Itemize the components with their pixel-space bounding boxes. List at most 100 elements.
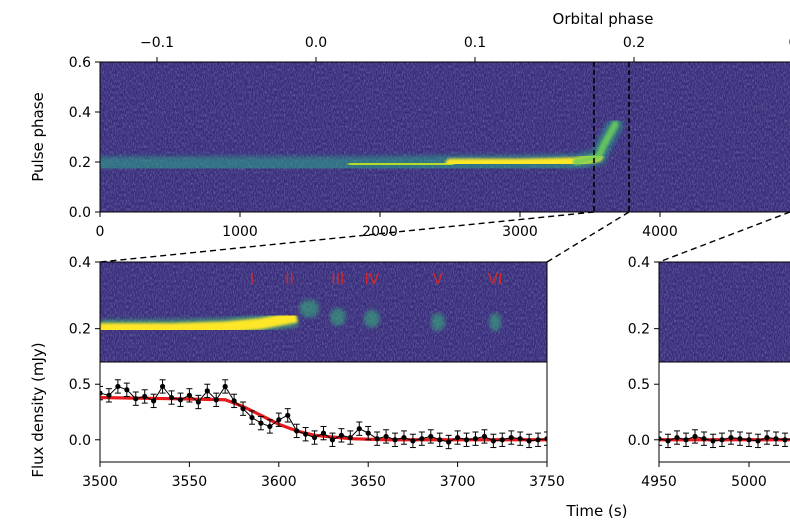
data-point bbox=[150, 393, 157, 409]
data-point bbox=[114, 379, 121, 394]
pulse-phase-label: Pulse phase bbox=[29, 92, 47, 182]
zoom-pulse-track bbox=[100, 299, 502, 338]
data-point bbox=[347, 430, 354, 445]
data-point bbox=[764, 430, 770, 445]
data-point bbox=[284, 408, 291, 423]
pulse-phase-heatmap: 010002000300040005 0.00.20.40.6 −0.10.00… bbox=[29, 10, 790, 240]
data-point bbox=[728, 430, 734, 445]
data-point bbox=[159, 379, 166, 394]
top-x-tick-label: 1000 bbox=[222, 224, 258, 240]
flux-data-points-right bbox=[659, 429, 790, 449]
data-point bbox=[275, 412, 282, 427]
data-point bbox=[674, 430, 680, 445]
data-point bbox=[132, 391, 139, 406]
top-x-tick-label: 0 bbox=[96, 224, 105, 240]
zoom-track-core bbox=[100, 311, 298, 335]
data-point bbox=[204, 383, 211, 399]
data-point bbox=[737, 431, 743, 446]
zoom-heatmap-right: 0.2 0.4 bbox=[628, 255, 790, 363]
top-y-tick-label: 0.4 bbox=[69, 105, 91, 121]
data-point bbox=[436, 432, 443, 447]
data-point bbox=[105, 388, 112, 403]
flux-panel-left: 3500 3550 3600 3650 3700 3750 0.0 0.5 Flux den… bbox=[29, 342, 628, 520]
data-point bbox=[454, 430, 461, 445]
pulse-track-tail bbox=[572, 121, 619, 166]
flux-x-tick-label: 4950 bbox=[641, 474, 677, 490]
data-point bbox=[746, 432, 752, 447]
data-point bbox=[257, 415, 264, 431]
data-point bbox=[782, 432, 788, 447]
zoom-emission-blob bbox=[363, 309, 380, 328]
top-y-tick-label: 0.0 bbox=[69, 205, 91, 221]
data-point bbox=[302, 427, 309, 442]
data-point bbox=[409, 433, 416, 449]
flux-x-tick-label: 3750 bbox=[529, 474, 565, 490]
zoom-left-y-axis: 0.2 0.4 bbox=[69, 255, 100, 338]
data-point bbox=[508, 430, 515, 445]
zoom-connector-right bbox=[658, 211, 790, 263]
data-point bbox=[177, 392, 184, 407]
zoom-right-y-axis: 0.2 0.4 bbox=[628, 255, 659, 338]
flux-right-y-axis: 0.0 0.5 bbox=[628, 377, 659, 449]
top-y-tick-label: 0.6 bbox=[69, 55, 91, 71]
zoom-connector-left-a bbox=[99, 211, 595, 263]
event-label: VI bbox=[488, 270, 503, 288]
data-point bbox=[472, 431, 479, 446]
data-point bbox=[392, 432, 399, 447]
flux-left-x-axis: 3500 3550 3600 3650 3700 3750 bbox=[82, 462, 565, 490]
data-point bbox=[338, 428, 345, 443]
flux-y-tick-label: 0.5 bbox=[628, 377, 650, 393]
flux-data-points bbox=[100, 379, 547, 450]
top-x-tick-label: 4000 bbox=[642, 224, 678, 240]
data-point bbox=[248, 410, 255, 425]
top-y-axis: 0.0 0.2 0.4 0.6 bbox=[69, 55, 100, 221]
zoom-emission-blob bbox=[329, 308, 346, 326]
event-label: V bbox=[433, 270, 444, 288]
data-point bbox=[383, 429, 390, 444]
orbital-tick-label: 0.1 bbox=[464, 35, 486, 51]
data-point bbox=[320, 425, 327, 441]
data-point bbox=[186, 388, 193, 403]
zoom-emission-blob bbox=[430, 313, 445, 331]
flux-y-tick-label: 0.0 bbox=[69, 433, 91, 449]
orbital-tick-label: 0 bbox=[789, 35, 790, 51]
zoom-right-y-tick-label: 0.4 bbox=[628, 255, 650, 271]
data-point bbox=[374, 431, 381, 446]
data-point bbox=[692, 429, 698, 444]
flux-x-tick-label: 3700 bbox=[440, 474, 476, 490]
data-point bbox=[665, 433, 671, 449]
data-point bbox=[266, 419, 273, 434]
data-point bbox=[719, 432, 725, 447]
data-point bbox=[168, 390, 175, 405]
pulse-track bbox=[100, 116, 624, 173]
zoom-connector-left-b bbox=[546, 211, 630, 263]
time-label: Time (s) bbox=[566, 502, 628, 520]
data-point bbox=[311, 430, 318, 445]
flux-panel-right: 4950 5000 0.0 0.5 bbox=[628, 361, 790, 490]
data-point bbox=[222, 379, 229, 394]
data-point bbox=[517, 431, 524, 446]
flux-right-x-axis: 4950 5000 bbox=[641, 462, 767, 490]
data-point bbox=[356, 421, 363, 436]
zoom-left-y-tick-label: 0.4 bbox=[69, 255, 91, 271]
event-label: III bbox=[331, 270, 344, 288]
data-point bbox=[445, 434, 452, 450]
zoom-emission-blob bbox=[489, 313, 502, 331]
event-labels: I II III IV V VI bbox=[250, 270, 503, 288]
zoom-left-y-tick-label: 0.2 bbox=[69, 322, 91, 338]
flux-x-tick-label: 3600 bbox=[261, 474, 297, 490]
orbital-phase-label: Orbital phase bbox=[553, 10, 654, 28]
zoom-right-y-tick-label: 0.2 bbox=[628, 322, 650, 338]
data-point bbox=[526, 433, 533, 449]
top-y-tick-label: 0.2 bbox=[69, 155, 91, 171]
data-point bbox=[544, 431, 547, 446]
data-point bbox=[490, 433, 497, 449]
data-point bbox=[213, 392, 220, 407]
data-point bbox=[710, 433, 716, 449]
zoom-emission-blob bbox=[299, 299, 320, 318]
data-point bbox=[463, 432, 470, 447]
data-point bbox=[701, 431, 707, 446]
data-point bbox=[195, 394, 202, 410]
flux-x-tick-label: 3650 bbox=[350, 474, 386, 490]
flux-x-tick-label: 5000 bbox=[731, 474, 767, 490]
